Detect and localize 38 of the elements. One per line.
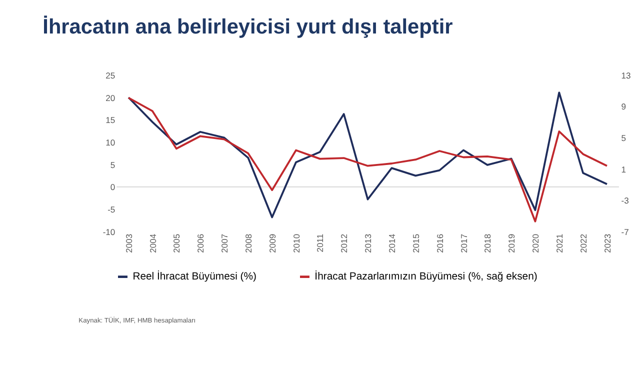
y2-tick-label: 1 xyxy=(621,164,626,174)
chart-title: İhracatın ana belirleyicisi yurt dışı taleptir xyxy=(42,15,453,38)
y-tick-label: -5 xyxy=(108,204,116,215)
y-tick-label: 15 xyxy=(106,115,116,126)
legend-label: İhracat Pazarlarımızın Büyümesi (%, sağ eksen) xyxy=(314,270,538,283)
legend-label: Reel İhracat Büyümesi (%) xyxy=(132,270,256,283)
x-tick-label: 2011 xyxy=(315,234,326,252)
x-tick-label: 2009 xyxy=(267,234,278,253)
x-tick-label: 2020 xyxy=(530,234,541,253)
x-tick-label: 2005 xyxy=(172,234,182,253)
x-tick-label: 2006 xyxy=(196,234,206,253)
x-tick-label: 2008 xyxy=(243,234,254,253)
y-tick-label: 0 xyxy=(110,182,116,192)
y-tick-label: 10 xyxy=(106,137,116,148)
x-tick-label: 2014 xyxy=(387,234,397,253)
y-tick-label: 5 xyxy=(110,160,116,170)
x-tick-label: 2022 xyxy=(578,234,588,253)
x-tick-label: 2015 xyxy=(410,234,421,253)
y-tick-label: 20 xyxy=(106,92,116,103)
x-tick-label: 2018 xyxy=(482,234,493,253)
x-tick-label: 2021 xyxy=(554,234,564,253)
x-tick-label: 2017 xyxy=(458,234,469,253)
x-tick-label: 2019 xyxy=(506,234,517,253)
y2-tick-label: -7 xyxy=(621,226,630,237)
y2-tick-label: 13 xyxy=(621,70,632,80)
x-tick-label: 2012 xyxy=(339,234,350,253)
x-tick-label: 2010 xyxy=(291,234,302,253)
y2-tick-label: -3 xyxy=(621,196,630,206)
y2-tick-label: 9 xyxy=(621,102,626,112)
y-tick-label: -10 xyxy=(102,226,116,237)
x-tick-label: 2023 xyxy=(602,234,612,253)
x-tick-label: 2004 xyxy=(148,234,158,253)
x-tick-label: 2016 xyxy=(434,234,445,253)
x-tick-label: 2007 xyxy=(220,234,230,253)
x-tick-label: 2013 xyxy=(363,234,374,253)
y-tick-label: 25 xyxy=(106,70,116,80)
y2-tick-label: 5 xyxy=(621,133,626,144)
x-tick-label: 2003 xyxy=(124,234,134,253)
